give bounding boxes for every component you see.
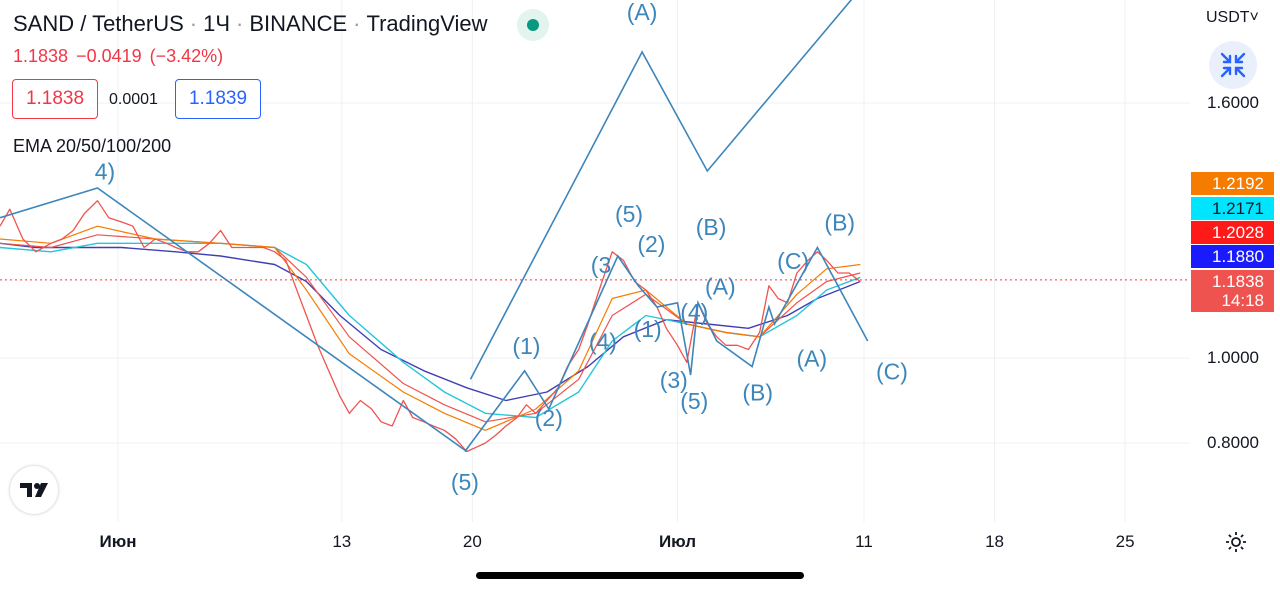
gear-icon [1226, 532, 1246, 552]
settings-button[interactable] [1224, 530, 1248, 559]
wave-label: (B) [696, 214, 727, 240]
x-tick-label: 25 [1115, 532, 1135, 551]
interval-label: 1Ч [203, 11, 231, 36]
wave-label: (B) [742, 380, 773, 406]
series-layer [0, 200, 861, 453]
wave-label: (5) [680, 388, 708, 414]
wave-labels-layer: 4)(5)(1)(2)(3(5)(2)(1)(4)(4)(A)(3)(5) (B)… [95, 0, 908, 495]
wave-projection [469, 0, 853, 380]
chart-header[interactable]: SAND / TetherUS · 1Ч · BINANCE · TradingView [13, 11, 488, 36]
wave-impulse [464, 245, 869, 452]
x-tick-label: 13 [332, 532, 352, 551]
price-tag-value: 1.1838 [1212, 272, 1264, 291]
quote-line: 1.1838 −0.0419 (−3.42%) [13, 46, 231, 67]
x-tick-label: 11 [855, 532, 873, 551]
collapse-icon [1220, 52, 1246, 78]
x-tick-label: Июл [658, 532, 697, 551]
x-tick-label: 20 [462, 532, 482, 551]
source-label: TradingView [366, 11, 488, 36]
spread-value: 0.0001 [109, 91, 158, 108]
price-tag-value: 1.2171 [1212, 199, 1264, 218]
price-change: −0.0419 [76, 46, 142, 66]
collapse-button[interactable] [1209, 41, 1257, 89]
price-tag-value: 1.2192 [1212, 174, 1264, 193]
bar-countdown: 14:18 [1221, 291, 1264, 310]
ema-200-line [0, 242, 861, 402]
y-tick-label: 1.6000 [1207, 93, 1259, 112]
sell-button[interactable]: 1.1838 [12, 79, 98, 119]
exchange-label: BINANCE [249, 11, 348, 36]
home-indicator [476, 572, 804, 579]
wave-decline [0, 187, 468, 453]
tradingview-logo[interactable] [10, 466, 58, 514]
y-tick-label: 1.0000 [1207, 348, 1259, 367]
price-tag-value: 1.2028 [1212, 223, 1264, 242]
wave-label: (A) [796, 346, 827, 372]
buy-button[interactable]: 1.1839 [175, 79, 261, 119]
wave-label: (5) [451, 469, 479, 495]
last-price: 1.1838 [13, 46, 69, 66]
ema-50-line [0, 234, 861, 423]
x-tick-label: Июн [99, 532, 137, 551]
tradingview-logo-icon [20, 483, 48, 497]
price-tag-value: 1.1880 [1212, 247, 1264, 266]
wave-label: (1) [634, 316, 662, 342]
currency-dropdown[interactable]: USDT˅ [1206, 9, 1259, 26]
wave-label: (B) [824, 210, 855, 236]
indicator-legend[interactable]: EMA 20/50/100/200 [13, 136, 172, 156]
wave-label: (3 [591, 252, 611, 278]
ema-price-tag: 1.2192 [1191, 172, 1274, 195]
y-tick-label: 0.8000 [1207, 433, 1259, 452]
wave-label: (4) [589, 329, 617, 355]
price-change-pct: (−3.42%) [149, 46, 224, 66]
wave-label: (C) [777, 248, 809, 274]
price-line-series [0, 200, 861, 453]
symbol-name: SAND / TetherUS [13, 11, 184, 36]
wave-label: (4) [680, 299, 708, 325]
wave-label: (1) [512, 333, 540, 359]
ema-price-tag: 1.2028 [1191, 221, 1274, 244]
wave-label: (A) [705, 273, 736, 299]
wave-label: (2) [535, 405, 563, 431]
x-tick-label: 18 [985, 532, 1005, 551]
market-open-icon [517, 9, 549, 41]
wave-label: (A) [627, 0, 658, 25]
wave-label: (2) [637, 231, 665, 257]
last-price-tag: 1.1838 14:18 [1191, 270, 1274, 312]
chart-grid [0, 0, 1190, 522]
wave-label: 4) [95, 159, 115, 185]
wave-label: (3) [660, 367, 688, 393]
wave-lines-layer [0, 0, 869, 453]
wave-label: (5) [615, 201, 643, 227]
ema-20-line [0, 225, 861, 431]
ema-price-tag: 1.2171 [1191, 197, 1274, 220]
ema-100-line [0, 242, 861, 419]
ema-price-tag: 1.1880 [1191, 245, 1274, 268]
wave-label: (C) [876, 358, 908, 384]
